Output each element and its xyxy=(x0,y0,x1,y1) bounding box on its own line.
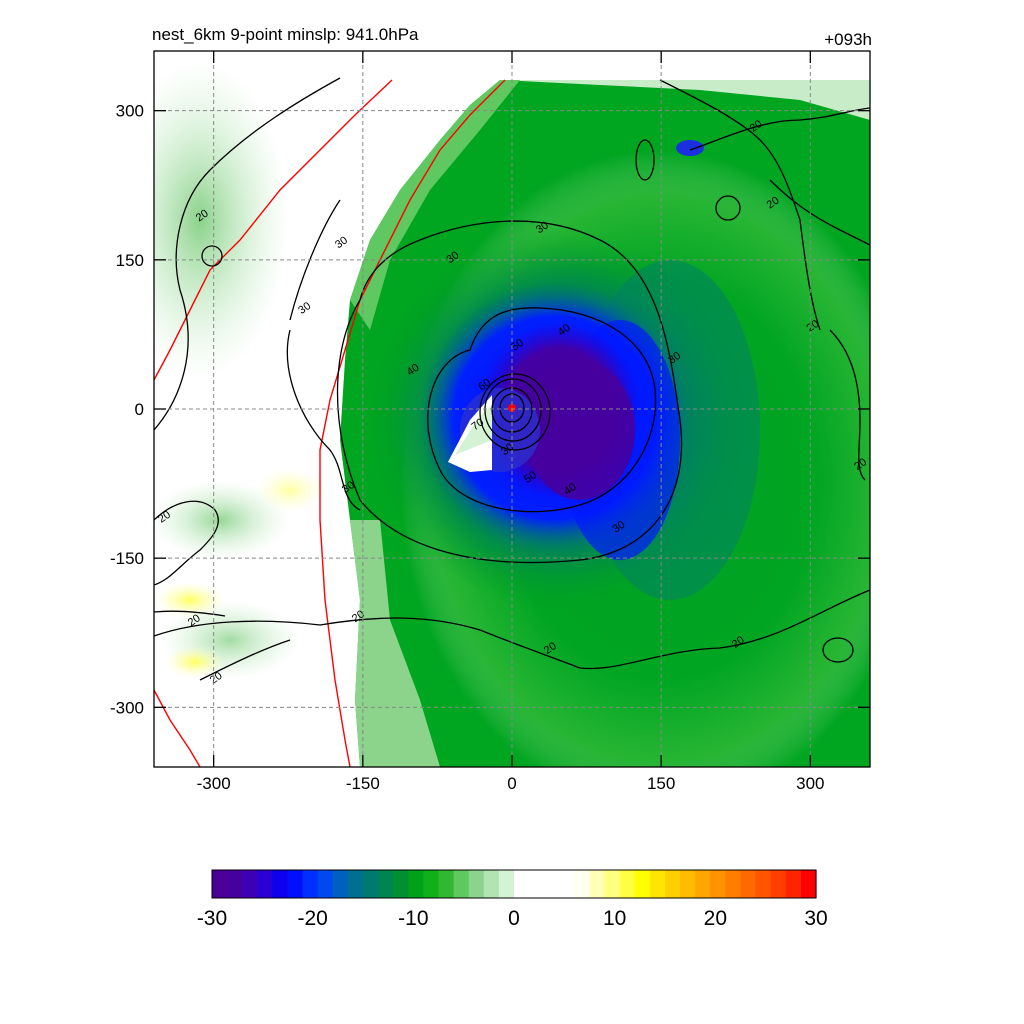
colorbar-frame xyxy=(211,869,817,899)
contour-label: 70 xyxy=(469,416,486,433)
colorbar-swatch xyxy=(665,870,681,898)
contour-label: 60 xyxy=(476,377,493,394)
colorbar-swatch xyxy=(649,870,666,898)
contour-label: 30 xyxy=(611,519,628,536)
colorbar-tick-label: 30 xyxy=(804,907,827,930)
colorbar-swatch xyxy=(589,870,606,898)
colorbar-swatch xyxy=(212,870,228,898)
contour-label: 30 xyxy=(296,300,313,317)
colorbar-swatch xyxy=(468,870,485,898)
contour-label: 20 xyxy=(208,670,225,687)
colorbar-swatch xyxy=(257,870,273,898)
contour-label: 20 xyxy=(194,207,211,224)
colorbar-swatch xyxy=(770,870,787,898)
colorbar-swatch xyxy=(725,870,742,898)
axis-ticks xyxy=(154,51,870,767)
colorbar-swatch xyxy=(408,870,424,898)
colorbar-tick-label: -30 xyxy=(197,907,227,930)
colorbar-tick-label: 10 xyxy=(603,907,626,930)
colorbar-swatch xyxy=(800,870,817,898)
y-tick-labels: 300 150 0 -150 -300 xyxy=(110,102,144,718)
colorbar-swatch xyxy=(363,870,379,898)
x-tick-label: 300 xyxy=(796,774,824,793)
colorbar-swatch xyxy=(302,870,319,898)
contour-labels: 2030303020203040405060703050403030302020… xyxy=(156,118,869,687)
colorbar-swatch xyxy=(544,870,560,898)
contour-label: 20 xyxy=(765,195,782,212)
colorbar-swatch xyxy=(393,870,409,898)
colorbar-swatch xyxy=(378,870,394,898)
contour-label: 30 xyxy=(340,479,357,496)
colorbar-tick-label: 20 xyxy=(704,907,727,930)
contour-label: 20 xyxy=(852,456,869,473)
contour-label: 40 xyxy=(405,362,422,379)
x-tick-label: -150 xyxy=(346,774,380,793)
colorbar-tick-label: -20 xyxy=(297,907,327,930)
y-tick-label: -300 xyxy=(110,698,144,717)
colorbar-swatch xyxy=(604,870,621,898)
x-tick-label: 0 xyxy=(507,774,516,793)
contour-label: 50 xyxy=(509,337,526,354)
colorbar-swatch xyxy=(317,870,334,898)
contour-label: 20 xyxy=(804,318,821,335)
colorbar-swatch xyxy=(559,870,575,898)
colorbar-swatch xyxy=(529,870,545,898)
colorbar-tick-label: -10 xyxy=(398,907,428,930)
contour-label: 20 xyxy=(156,509,173,526)
colorbar-tick-labels: -30 -20 -10 0 10 20 30 xyxy=(197,907,828,930)
colorbar-swatch xyxy=(755,870,772,898)
contour-label: 20 xyxy=(542,640,559,657)
contour-label: 40 xyxy=(562,481,579,498)
colorbar-swatch xyxy=(483,870,500,898)
colorbar-swatch xyxy=(695,870,711,898)
colorbar-swatch xyxy=(272,870,289,898)
contour-label: 30 xyxy=(444,249,461,266)
colorbar-swatch xyxy=(423,870,440,898)
colorbar-swatch xyxy=(453,870,470,898)
colorbar-swatch xyxy=(619,870,636,898)
colorbar-swatch xyxy=(574,870,591,898)
colorbar-swatch xyxy=(710,870,726,898)
colorbar xyxy=(212,870,817,898)
y-tick-label: 150 xyxy=(116,251,144,270)
contour-label: 30 xyxy=(534,219,551,236)
x-tick-labels: -300 -150 0 150 300 xyxy=(197,774,825,793)
x-tick-label: -300 xyxy=(197,774,231,793)
colorbar-swatch xyxy=(514,870,530,898)
contour-label: 20 xyxy=(730,634,747,651)
colorbar-swatch xyxy=(227,870,243,898)
colorbar-swatch xyxy=(332,870,349,898)
y-tick-label: 0 xyxy=(135,400,144,419)
contour-label: 20 xyxy=(748,118,765,135)
forecast-hour: +093h xyxy=(824,30,872,49)
contour-label: 30 xyxy=(333,234,350,251)
contour-lines xyxy=(154,77,870,681)
colorbar-swatch xyxy=(785,870,802,898)
y-tick-label: 300 xyxy=(116,102,144,121)
contour-label: 20 xyxy=(186,612,203,629)
contour-label: 40 xyxy=(556,322,573,339)
colorbar-swatch xyxy=(347,870,364,898)
colorbar-swatch xyxy=(242,870,258,898)
contour-label: 50 xyxy=(522,469,539,486)
colorbar-swatch xyxy=(287,870,304,898)
colorbar-swatch xyxy=(740,870,757,898)
colorbar-tick-label: 0 xyxy=(508,907,520,930)
y-tick-label: -150 xyxy=(110,549,144,568)
grid-lines xyxy=(154,51,870,767)
colorbar-swatch xyxy=(498,870,515,898)
colorbar-swatch xyxy=(680,870,696,898)
chart-title: nest_6km 9-point minslp: 941.0hPa xyxy=(152,25,419,44)
contour-label: 30 xyxy=(666,350,683,367)
x-tick-label: 150 xyxy=(647,774,675,793)
colorbar-swatch xyxy=(634,870,651,898)
shaded-field xyxy=(154,51,870,767)
colorbar-swatch xyxy=(438,870,455,898)
